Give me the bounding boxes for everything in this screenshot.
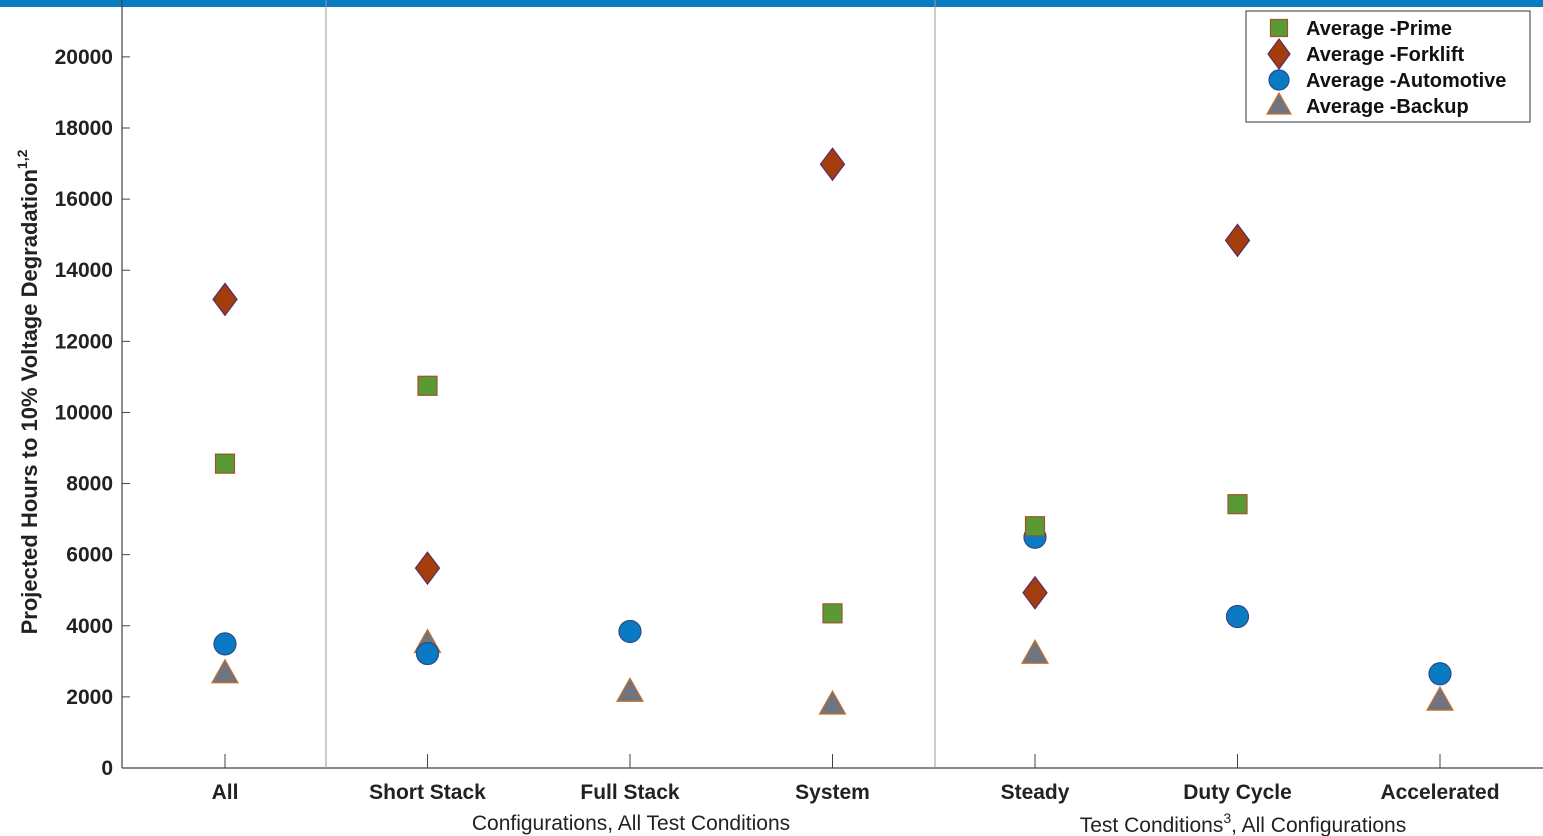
data-point-triangle	[818, 689, 847, 715]
data-markers	[210, 147, 1455, 715]
x-tick-label: Short Stack	[369, 781, 486, 804]
x-tick-label: Duty Cycle	[1183, 781, 1292, 804]
data-point-diamond	[1224, 223, 1251, 258]
legend-label: Average -Backup	[1306, 96, 1469, 118]
y-tick-label: 10000	[55, 401, 113, 424]
data-point-diamond	[819, 147, 846, 182]
y-tick-label: 12000	[55, 330, 113, 353]
legend-label: Average -Prime	[1306, 18, 1452, 40]
y-tick-label: 16000	[55, 188, 113, 211]
data-point-square	[1024, 516, 1046, 537]
y-tick-label: 20000	[55, 46, 113, 69]
data-point-square	[822, 603, 843, 624]
data-point-triangle	[1020, 639, 1050, 664]
group-label-configurations: Configurations, All Test Conditions	[472, 812, 790, 835]
top-accent-bar	[0, 0, 1543, 7]
y-tick-label: 2000	[66, 686, 113, 709]
x-tick-label: Full Stack	[580, 781, 680, 804]
legend-marker-diamond	[1267, 37, 1291, 71]
data-point-square	[1227, 494, 1248, 515]
y-axis-label: Projected Hours to 10% Voltage Degradati…	[14, 149, 42, 634]
legend-marker-triangle	[1265, 91, 1293, 115]
legend-marker-square	[1269, 18, 1289, 38]
data-point-diamond	[414, 551, 441, 586]
x-axis-ticks: All Short Stack Full Stack System Steady Duty…	[212, 754, 1500, 804]
data-point-circle	[213, 632, 237, 656]
data-point-circle	[1225, 604, 1250, 629]
data-point-circle	[415, 641, 440, 666]
group-label-test-conditions: Test Conditions3, All Configurations	[1080, 810, 1406, 836]
data-point-square	[214, 453, 236, 474]
y-tick-label: 4000	[66, 615, 113, 638]
legend-label: Average -Forklift	[1306, 44, 1465, 66]
data-point-diamond	[1022, 575, 1048, 610]
legend-marker-circle	[1268, 69, 1290, 91]
legend-box	[1245, 10, 1531, 123]
legend-label: Average -Automotive	[1306, 70, 1506, 92]
x-tick-label: System	[795, 781, 870, 804]
y-tick-label: 8000	[66, 473, 113, 496]
y-tick-label: 0	[101, 757, 113, 780]
y-tick-label: 6000	[66, 544, 113, 567]
y-axis-ticks: 0 2000 4000 6000 8000 10000 12000 14000 16000 180…	[55, 46, 130, 780]
data-point-square	[417, 375, 438, 396]
data-point-circle	[618, 619, 642, 644]
x-tick-label: Steady	[1001, 781, 1070, 804]
data-point-triangle	[615, 677, 645, 702]
x-tick-label: All	[212, 781, 239, 804]
data-point-triangle	[1425, 685, 1455, 711]
data-point-diamond	[212, 282, 238, 317]
x-tick-label: Accelerated	[1380, 781, 1499, 804]
data-point-triangle	[210, 658, 240, 684]
legend: Average -Prime Average -Forklift Average -…	[1245, 10, 1531, 123]
data-point-circle	[1428, 662, 1452, 686]
y-tick-label: 18000	[55, 117, 113, 140]
y-tick-label: 14000	[55, 259, 113, 282]
